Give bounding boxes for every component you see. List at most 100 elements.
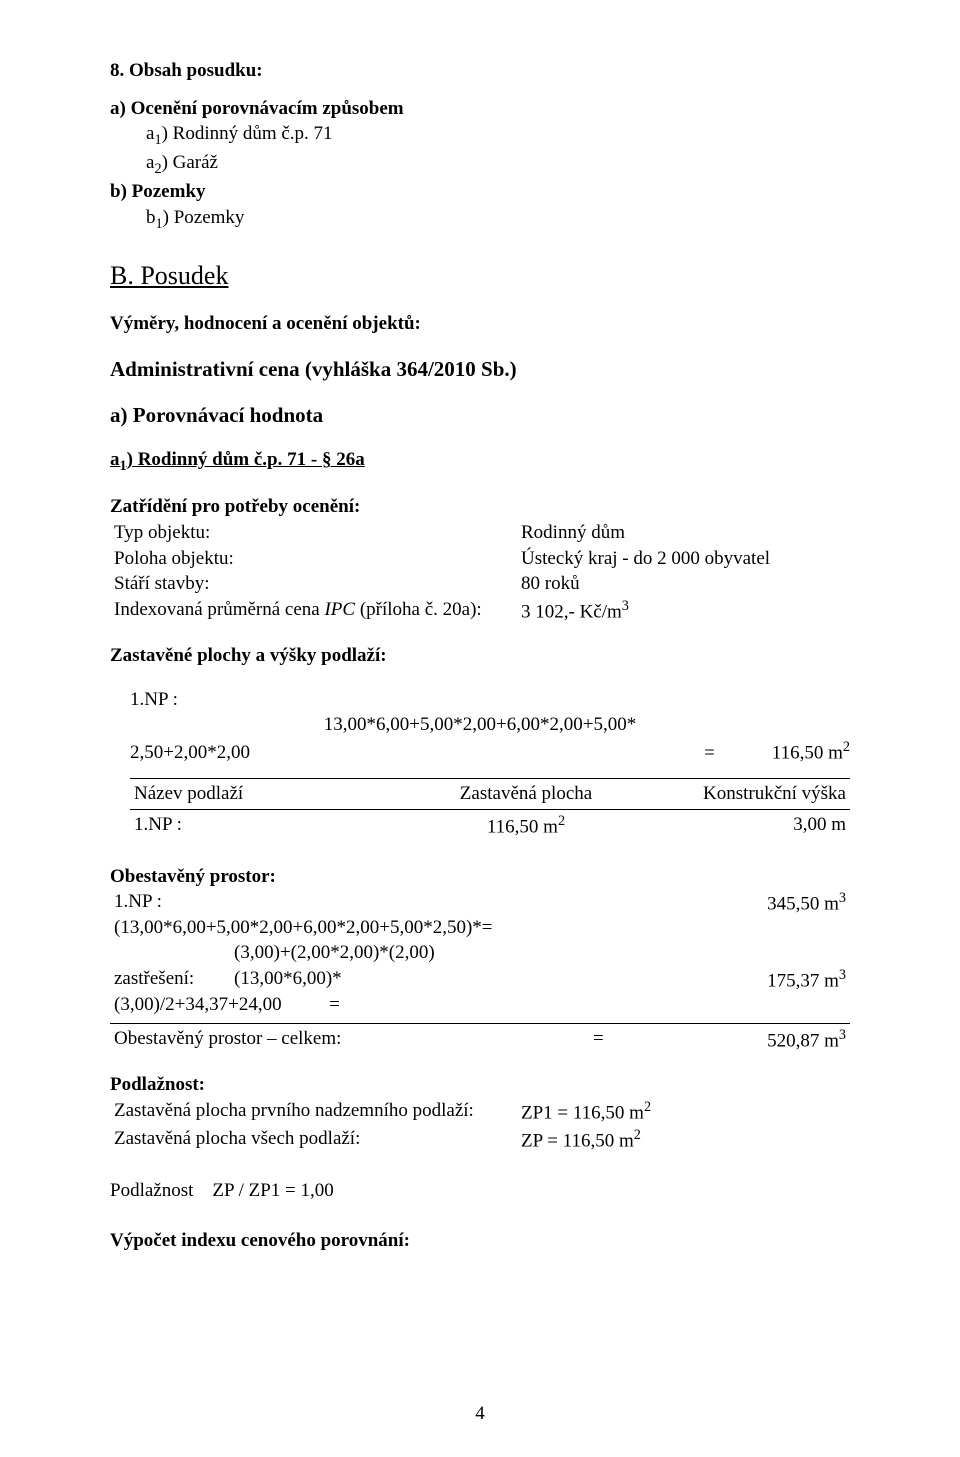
hdr-name: Název podlaží bbox=[130, 781, 418, 807]
ob-total-eq: = bbox=[569, 1026, 628, 1054]
zatrideni-title: Zatřídění pro potřeby ocenění: bbox=[110, 494, 850, 520]
a2-sub: 2 bbox=[154, 161, 161, 177]
hdr-area: Zastavěná plocha bbox=[418, 781, 634, 807]
podlaznost-ratio: Podlažnost ZP / ZP1 = 1,00 bbox=[110, 1178, 850, 1204]
zatrideni-v-0: Rodinný dům bbox=[517, 520, 850, 546]
a2-rest: ) Garáž bbox=[162, 152, 218, 173]
zatrideni-ipc-k: Indexovaná průměrná cena IPC (příloha č.… bbox=[110, 597, 517, 625]
podlaznost-title: Podlažnost: bbox=[110, 1072, 850, 1098]
np-row-left: 2,50+2,00*2,00 bbox=[130, 740, 250, 766]
b1-rest: ) Pozemky bbox=[163, 207, 245, 228]
section8-a-title: a) Ocenění porovnávacím způsobem bbox=[110, 96, 850, 122]
np-row-eq: = bbox=[704, 742, 715, 763]
pod-r2-v: ZP = 116,50 m bbox=[521, 1130, 634, 1151]
a1-head-pre: a bbox=[110, 449, 120, 470]
data-area-sup: 2 bbox=[558, 813, 565, 829]
podlaznost-table: Zastavěná plocha prvního nadzemního podl… bbox=[110, 1098, 850, 1154]
admin-title: Administrativní cena (vyhláška 364/2010 … bbox=[110, 355, 850, 383]
zatrideni-v-2: 80 roků bbox=[517, 571, 850, 597]
table-row: Poloha objektu: Ústecký kraj - do 2 000 … bbox=[110, 546, 850, 572]
np-row-right-sup: 2 bbox=[843, 739, 850, 755]
ob-r2: zastřešení:(13,00*6,00)*(3,00)/2+34,37+2… bbox=[110, 966, 569, 1017]
table-row: Zastavěná plocha prvního nadzemního podl… bbox=[110, 1098, 850, 1126]
obestaveny-total-table: Obestavěný prostor – celkem: = 520,87 m3 bbox=[110, 1026, 850, 1054]
pod-r1-k: Zastavěná plocha prvního nadzemního podl… bbox=[110, 1098, 517, 1126]
section8-b1: b1) Pozemky bbox=[110, 205, 850, 234]
table-row: Indexovaná průměrná cena IPC (příloha č.… bbox=[110, 597, 850, 625]
table-row: Název podlaží Zastavěná plocha Konstrukč… bbox=[130, 781, 850, 807]
ob-r0-val: 345,50 m bbox=[767, 893, 839, 914]
ipc-k-post: (příloha č. 20a): bbox=[355, 599, 482, 620]
a1-sub: 1 bbox=[154, 132, 161, 148]
np-row-right: = 116,50 m2 bbox=[704, 738, 850, 766]
b1-prefix: b bbox=[146, 207, 156, 228]
obestaveny-title: Obestavěný prostor: bbox=[110, 864, 850, 890]
np-formula: 13,00*6,00+5,00*2,00+6,00*2,00+5,00* bbox=[110, 712, 850, 738]
a1-head-sub: 1 bbox=[120, 458, 127, 474]
table-row: 1.NP :(13,00*6,00+5,00*2,00+6,00*2,00+5,… bbox=[110, 889, 850, 940]
hdr-height: Konstrukční výška bbox=[634, 781, 850, 807]
np-label-text: 1.NP : bbox=[130, 689, 178, 710]
ipc-k-ital: IPC bbox=[324, 599, 355, 620]
ob-r0-sup: 3 bbox=[839, 890, 846, 906]
a1-heading: a1) Rodinný dům č.p. 71 - § 26a bbox=[110, 447, 850, 476]
pod-r2-v-cell: ZP = 116,50 m2 bbox=[517, 1126, 850, 1154]
np-label: 1.NP : bbox=[110, 687, 850, 713]
b1-sub: 1 bbox=[156, 216, 163, 232]
table-row: zastřešení:(13,00*6,00)*(3,00)/2+34,37+2… bbox=[110, 966, 850, 1017]
zastavene-data-table: 1.NP : 116,50 m2 3,00 m bbox=[130, 812, 850, 840]
obestaveny-table: 1.NP :(13,00*6,00+5,00*2,00+6,00*2,00+5,… bbox=[110, 889, 850, 1017]
vypocet-title: Výpočet indexu cenového porovnání: bbox=[110, 1228, 850, 1254]
table-row: Typ objektu: Rodinný dům bbox=[110, 520, 850, 546]
pod-ratio-label: Podlažnost bbox=[110, 1180, 193, 1201]
ob-r2-val-cell: 175,37 m3 bbox=[628, 966, 850, 1017]
pod-r2-k: Zastavěná plocha všech podlaží: bbox=[110, 1126, 517, 1154]
page-number: 4 bbox=[0, 1401, 960, 1427]
ob-r2-sup: 3 bbox=[839, 967, 846, 983]
posudek-subtitle: Výměry, hodnocení a ocenění objektů: bbox=[110, 311, 850, 337]
np-row-right-val: 116,50 m bbox=[772, 742, 843, 763]
zatrideni-k-0: Typ objektu: bbox=[110, 520, 517, 546]
pod-ratio-val: ZP / ZP1 = 1,00 bbox=[212, 1180, 333, 1201]
ob-total-sup: 3 bbox=[839, 1027, 846, 1043]
page: 8. Obsah posudku: a) Ocenění porovnávací… bbox=[0, 0, 960, 1457]
pod-r2-sup: 2 bbox=[634, 1127, 641, 1143]
table-row: Zastavěná plocha všech podlaží: ZP = 116… bbox=[110, 1126, 850, 1154]
zastavene-header-block: Název podlaží Zastavěná plocha Konstrukč… bbox=[110, 778, 850, 840]
ob-r1-expr: (3,00)+(2,00*2,00)*(2,00) bbox=[234, 942, 435, 963]
ob-r2-val: 175,37 m bbox=[767, 970, 839, 991]
pod-r1-v-cell: ZP1 = 116,50 m2 bbox=[517, 1098, 850, 1126]
ob-r1: (3,00)+(2,00*2,00)*(2,00) bbox=[110, 940, 569, 966]
a1-head-post: ) Rodinný dům č.p. 71 - § 26a bbox=[127, 449, 365, 470]
zatrideni-table: Typ objektu: Rodinný dům Poloha objektu:… bbox=[110, 520, 850, 625]
b-posudek-title: B. Posudek bbox=[110, 258, 850, 293]
table-row: Stáří stavby: 80 roků bbox=[110, 571, 850, 597]
zastavene-table: Název podlaží Zastavěná plocha Konstrukč… bbox=[130, 781, 850, 807]
table-row: Obestavěný prostor – celkem: = 520,87 m3 bbox=[110, 1026, 850, 1054]
ipc-k-pre: Indexovaná průměrná cena bbox=[114, 599, 324, 620]
ipc-v-sup: 3 bbox=[622, 598, 629, 614]
data-height: 3,00 m bbox=[634, 812, 850, 840]
ob-r0-val-cell: 345,50 m3 bbox=[628, 889, 850, 940]
porovnavaci-title: a) Porovnávací hodnota bbox=[110, 401, 850, 429]
divider bbox=[110, 1023, 850, 1024]
pod-r1-sup: 2 bbox=[644, 1099, 651, 1115]
ipc-v: 3 102,- Kč/m bbox=[521, 601, 622, 622]
table-row: (3,00)+(2,00*2,00)*(2,00) bbox=[110, 940, 850, 966]
section8-b-title: b) Pozemky bbox=[110, 179, 850, 205]
ob-r0-label: 1.NP : bbox=[114, 889, 234, 915]
ob-r0-expr: (13,00*6,00+5,00*2,00+6,00*2,00+5,00*2,5… bbox=[114, 917, 493, 938]
a1-rest: ) Rodinný dům č.p. 71 bbox=[162, 123, 333, 144]
b-posudek-title-text: B. Posudek bbox=[110, 261, 228, 290]
data-area: 116,50 m bbox=[487, 816, 558, 837]
ob-total-val-cell: 520,87 m3 bbox=[628, 1026, 850, 1054]
zatrideni-ipc-v: 3 102,- Kč/m3 bbox=[517, 597, 850, 625]
divider bbox=[130, 809, 850, 810]
pod-r1-v: ZP1 = 116,50 m bbox=[521, 1102, 644, 1123]
section8-a2: a2) Garáž bbox=[110, 150, 850, 179]
data-area-cell: 116,50 m2 bbox=[418, 812, 634, 840]
divider bbox=[130, 778, 850, 779]
table-row: 1.NP : 116,50 m2 3,00 m bbox=[130, 812, 850, 840]
ob-total-val: 520,87 m bbox=[767, 1031, 839, 1052]
ob-total-label: Obestavěný prostor – celkem: bbox=[110, 1026, 569, 1054]
